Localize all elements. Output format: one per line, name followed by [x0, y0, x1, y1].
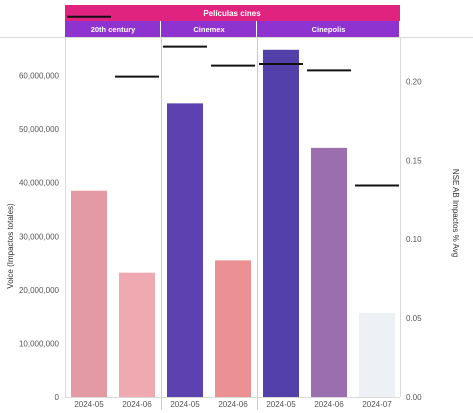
y2-axis-title: NSE AB Impactos % Avg: [451, 169, 460, 257]
group-header-label: 20th century: [91, 25, 136, 34]
chart-frame: [0, 37, 473, 410]
x-tick-label: 2024-06: [314, 400, 344, 409]
group-header-band: [65, 21, 160, 37]
chart-title: Películas cines: [203, 9, 261, 18]
x-tick-label: 2024-07: [362, 400, 392, 409]
bar: [311, 147, 347, 397]
y-tick-label: 20,000,000: [19, 286, 60, 295]
x-tick-label: 2024-05: [74, 400, 104, 409]
y-axis-right: 0.00 0.05 0.10 0.15 0.20: [406, 77, 422, 402]
group-header-band: [161, 21, 256, 37]
x-tick-label: 2024-06: [218, 400, 248, 409]
y-tick-label: 60,000,000: [19, 72, 60, 81]
y-axis-title: Voice (Impactos totales): [6, 203, 15, 289]
bar: [215, 260, 251, 397]
y2-tick-label: 0.00: [406, 393, 422, 402]
x-axis: 2024-05 2024-06 2024-05 2024-06 2024-05 2024-…: [74, 400, 392, 409]
y2-tick-label: 0.05: [406, 314, 422, 323]
y2-tick-label: 0.15: [406, 156, 422, 165]
y-axis-left: 0 10,000,000 20,000,000 30,000,000 40,000,00…: [19, 72, 60, 402]
bar: [119, 272, 155, 397]
y-tick-label: 0: [55, 393, 60, 402]
nse-reference-lines: [67, 15, 399, 187]
bar: [167, 103, 203, 397]
x-tick-label: 2024-05: [266, 400, 296, 409]
y-tick-label: 50,000,000: [19, 125, 60, 134]
bar: [263, 49, 299, 398]
bar: [359, 312, 395, 397]
y2-tick-label: 0.10: [406, 235, 422, 244]
group-header-label: Cinemex: [193, 25, 225, 34]
x-tick-label: 2024-06: [122, 400, 152, 409]
bars: [71, 49, 395, 398]
title-band: [65, 5, 400, 21]
y-tick-label: 10,000,000: [19, 339, 60, 348]
y2-tick-label: 0.20: [406, 77, 422, 86]
bar: [71, 190, 107, 397]
y-tick-label: 40,000,000: [19, 179, 60, 188]
x-tick-label: 2024-05: [170, 400, 200, 409]
group-header-label: Cinepolis: [312, 25, 346, 34]
y-tick-label: 30,000,000: [19, 232, 60, 241]
group-header-band: [257, 21, 399, 37]
group-headers: 20th century Cinemex Cinepolis: [65, 21, 399, 37]
